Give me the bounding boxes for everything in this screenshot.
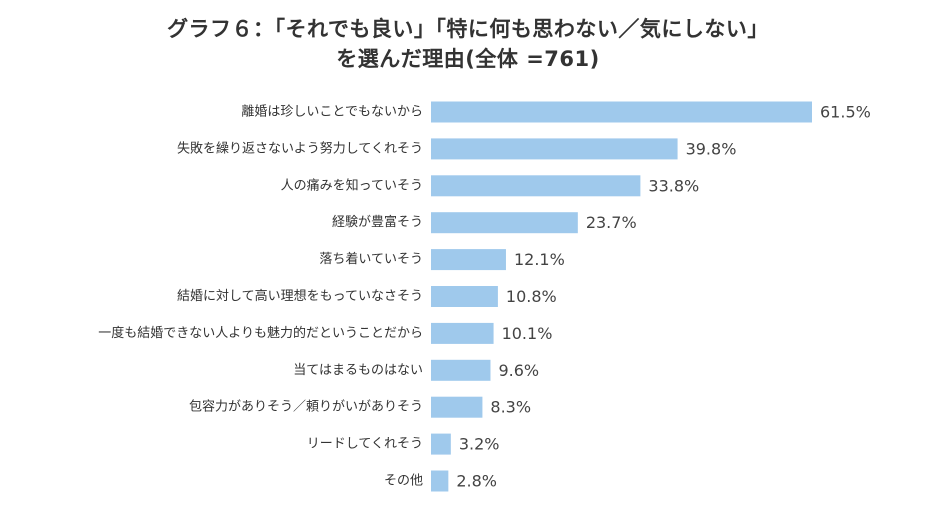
bars-layer: 離婚は珍しいことでもないから 61.5% 失敗を繰り返さないよう努力してくれそう 39… xyxy=(98,101,871,492)
category-label: 離婚は珍しいことでもないから xyxy=(241,105,423,120)
category-label: 人の痛みを知っていそう xyxy=(281,177,423,193)
bar xyxy=(431,212,578,234)
bar xyxy=(431,286,498,307)
value-label: 23.7% xyxy=(586,213,637,232)
value-label: 33.8% xyxy=(648,176,699,195)
bar xyxy=(431,396,483,418)
chart-title-line-1: グラフ６：「それでも良い」「特に何も思わない／気にしない」 xyxy=(167,17,769,41)
bar xyxy=(431,138,678,160)
value-label: 9.6% xyxy=(498,361,539,380)
chart-title-line-2: を選んだ理由(全体 =761) xyxy=(336,47,600,71)
chart-title: グラフ６：「それでも良い」「特に何も思わない／気にしない」 を選んだ理由(全体 … xyxy=(0,14,936,74)
value-label: 10.8% xyxy=(506,287,557,306)
bar xyxy=(431,322,494,344)
value-label: 12.1% xyxy=(514,250,565,269)
category-label: 当てはまるものはない xyxy=(293,363,423,378)
value-label: 39.8% xyxy=(686,139,737,158)
category-label: 結婚に対して高い理想をもっていなさそう xyxy=(177,288,423,304)
category-label: その他 xyxy=(384,474,423,489)
bar xyxy=(431,433,451,455)
category-label: 落ち着いていそう xyxy=(319,251,423,267)
value-label: 3.2% xyxy=(459,435,500,454)
category-label: 一度も結婚できない人よりも魅力的だということだから xyxy=(98,325,423,341)
value-label: 8.3% xyxy=(490,398,531,417)
bar xyxy=(431,470,449,492)
bar xyxy=(431,359,491,381)
bar xyxy=(431,249,506,271)
category-label: リードしてくれそう xyxy=(307,437,423,452)
value-label: 2.8% xyxy=(456,472,497,491)
bar xyxy=(431,101,812,123)
value-label: 61.5% xyxy=(820,103,871,122)
category-label: 失敗を繰り返さないよう努力してくれそう xyxy=(177,141,423,156)
bar xyxy=(431,175,641,197)
category-label: 経験が豊富そう xyxy=(332,214,423,230)
value-label: 10.1% xyxy=(502,324,553,343)
category-label: 包容力がありそう／頼りがいがありそう xyxy=(189,399,423,415)
